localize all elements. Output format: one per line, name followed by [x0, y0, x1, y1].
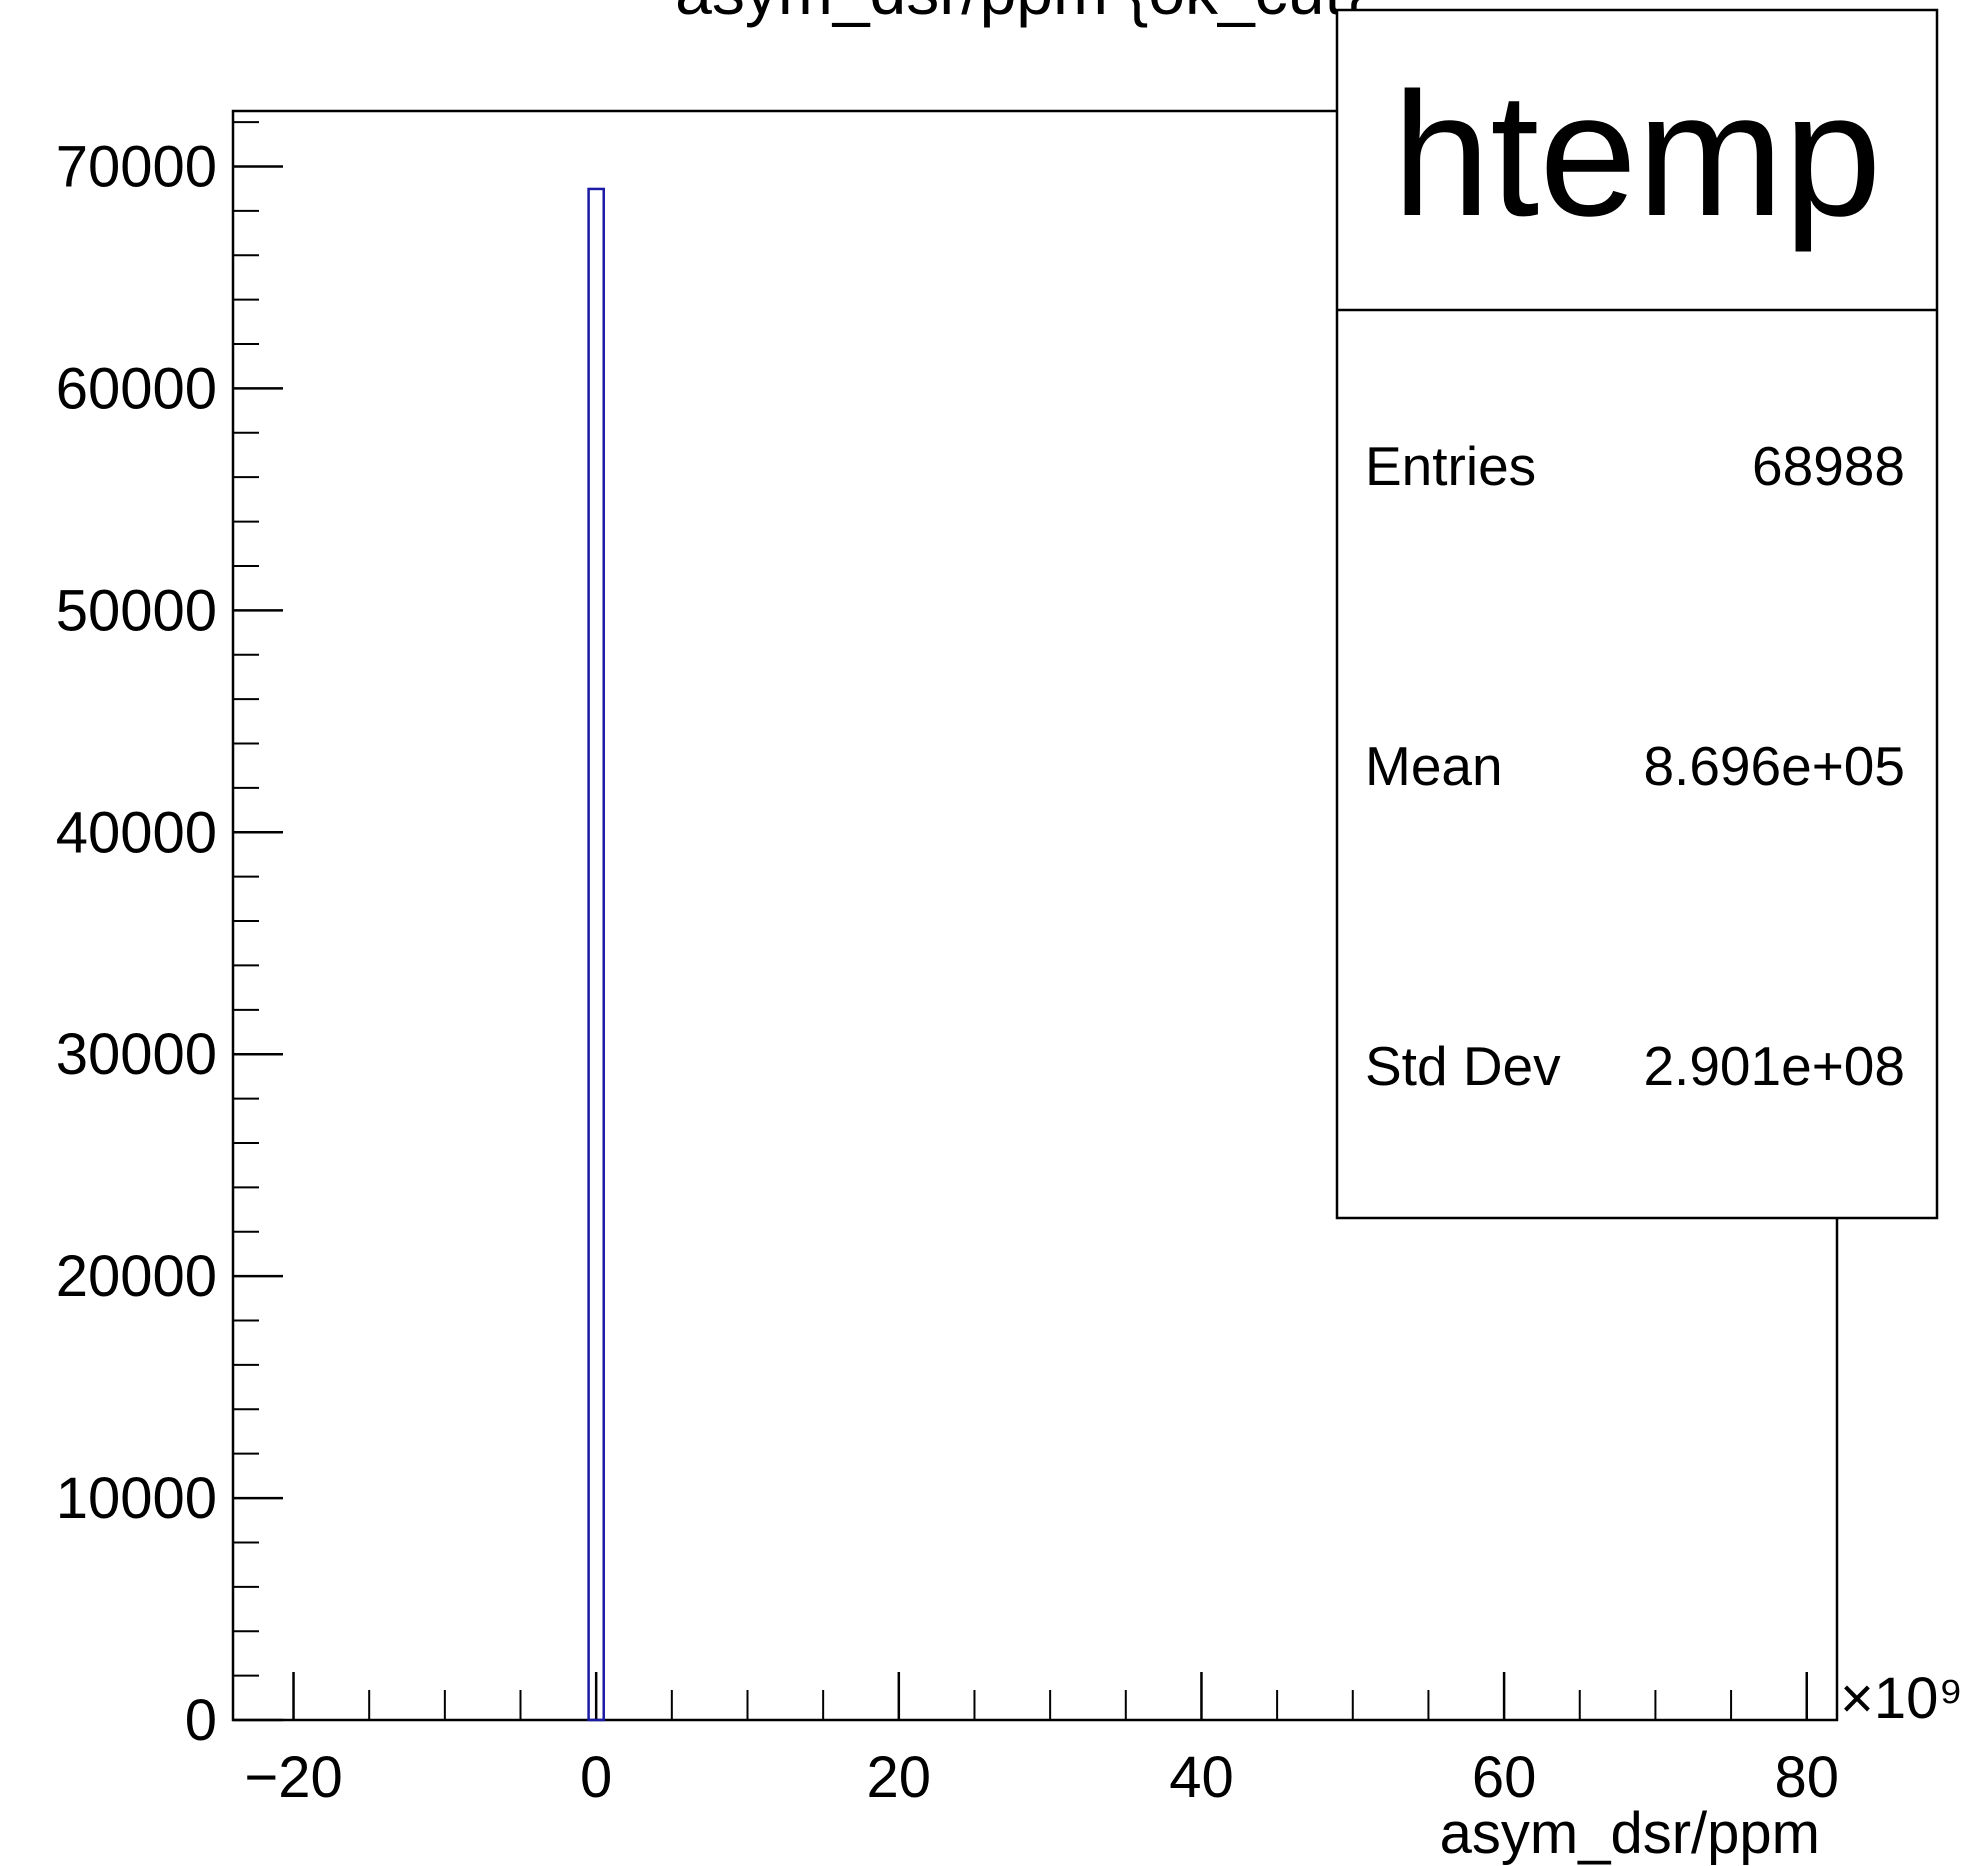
stats-box-title: htemp	[1392, 57, 1881, 253]
histogram-bars	[587, 187, 605, 1722]
y-tick-label: 30000	[56, 1022, 217, 1087]
x-tick-label: 20	[867, 1745, 932, 1810]
y-tick-label: 0	[185, 1688, 217, 1753]
chart-title: asym_dsr/ppm {ok_cut}	[675, 0, 1365, 28]
x-tick-label: 40	[1169, 1745, 1234, 1810]
stats-stddev-label: Std Dev	[1365, 1035, 1561, 1097]
stats-entries-value: 68988	[1752, 435, 1905, 497]
x-tick-label: −20	[244, 1745, 342, 1810]
x-tick-label: 60	[1472, 1745, 1537, 1810]
stats-entries-label: Entries	[1365, 435, 1536, 497]
x-axis-multiplier: ×10⁹	[1840, 1666, 1963, 1731]
x-tick-label: 0	[580, 1745, 612, 1810]
x-axis: −20 0 20 40 60 80	[244, 1672, 1839, 1810]
y-tick-label: 10000	[56, 1466, 217, 1531]
histogram-bin	[587, 187, 605, 1722]
y-tick-label: 40000	[56, 800, 217, 865]
y-axis: 0 10000 20000 30000 40000 50000 60000 70000	[56, 121, 283, 1753]
y-tick-label: 50000	[56, 578, 217, 643]
x-tick-label: 80	[1774, 1745, 1839, 1810]
stats-box: htemp Entries 68988 Mean 8.696e+05 Std D…	[1335, 8, 1939, 1220]
y-tick-label: 60000	[56, 356, 217, 421]
stats-mean-value: 8.696e+05	[1643, 735, 1905, 797]
y-tick-label: 70000	[56, 134, 217, 199]
y-tick-label: 20000	[56, 1244, 217, 1309]
x-axis-title: asym_dsr/ppm	[1440, 1801, 1820, 1866]
stats-mean-label: Mean	[1365, 735, 1503, 797]
stats-stddev-value: 2.901e+08	[1643, 1035, 1905, 1097]
